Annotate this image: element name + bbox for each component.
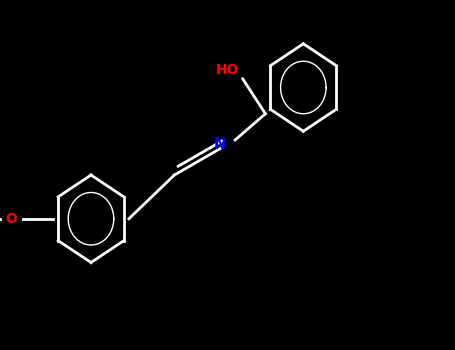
Text: O: O [5,212,17,226]
Text: HO: HO [216,63,239,77]
Text: N: N [213,137,226,152]
